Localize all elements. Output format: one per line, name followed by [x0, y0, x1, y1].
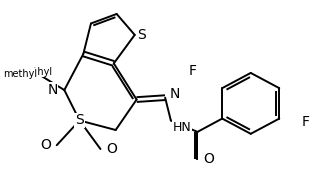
Text: S: S [137, 28, 146, 42]
Text: N: N [170, 87, 180, 101]
Text: O: O [106, 142, 117, 156]
Text: F: F [188, 64, 197, 78]
Text: methyl: methyl [18, 67, 52, 77]
Text: O: O [203, 152, 214, 165]
Text: S: S [75, 114, 84, 127]
Text: methyl: methyl [4, 69, 38, 79]
Text: O: O [40, 138, 51, 152]
Text: F: F [301, 115, 309, 129]
Text: HN: HN [173, 121, 192, 134]
Text: N: N [47, 83, 58, 97]
